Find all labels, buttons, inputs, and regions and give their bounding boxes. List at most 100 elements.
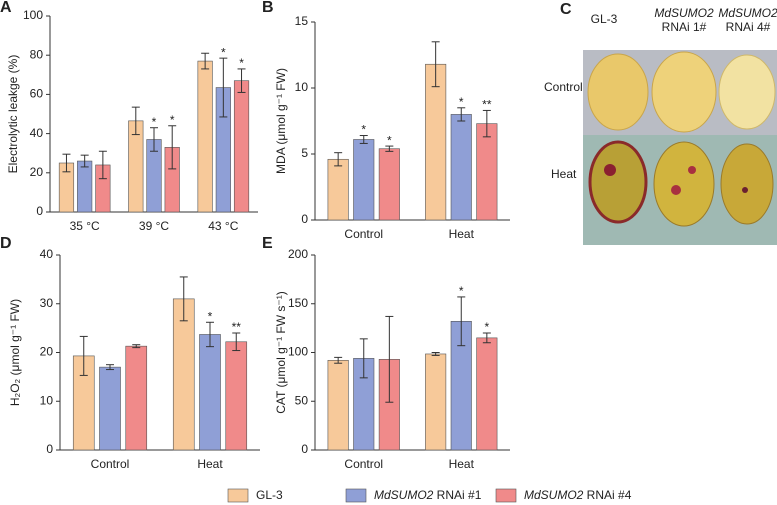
- bar: [425, 353, 447, 451]
- x-tick-label: Control: [344, 457, 383, 471]
- lesion: [742, 187, 748, 193]
- column-label: RNAi 1#: [662, 20, 707, 34]
- error-bar: [457, 296, 466, 347]
- x-tick-label: Control: [344, 227, 383, 241]
- bar: [425, 63, 447, 221]
- lesion: [604, 164, 616, 176]
- panel-label: E: [262, 235, 273, 252]
- error-bar: [232, 332, 241, 352]
- panel-label: D: [0, 235, 12, 252]
- significance: **: [232, 320, 242, 334]
- error-bar: [482, 332, 491, 344]
- y-tick-label: 150: [288, 296, 308, 310]
- legend-swatch: [495, 488, 517, 503]
- leaf: [718, 54, 776, 130]
- bar: [125, 345, 148, 451]
- legend-swatch: [345, 488, 367, 503]
- bar: [197, 60, 213, 213]
- error-bar: [131, 106, 140, 136]
- y-tick-label: 60: [30, 87, 44, 101]
- error-bar: [132, 344, 141, 349]
- significance: *: [459, 284, 464, 298]
- error-bar: [431, 352, 440, 356]
- row-label: Heat: [551, 167, 577, 181]
- y-axis-label: Electrolytic leakge (%): [6, 55, 20, 174]
- error-bar: [431, 41, 440, 88]
- y-tick-label: 40: [30, 126, 44, 140]
- y-tick-label: 40: [40, 247, 54, 261]
- legend-label: GL-3: [256, 488, 283, 502]
- error-bar: [237, 68, 246, 93]
- significance: *: [387, 133, 392, 147]
- bar: [77, 160, 93, 213]
- error-bar: [168, 125, 177, 170]
- y-axis-label: MDA (μmol g⁻¹ FW): [274, 68, 288, 174]
- y-tick-label: 0: [301, 212, 308, 226]
- x-tick-label: Heat: [197, 457, 223, 471]
- legend-label: MdSUMO2 RNAi #4: [524, 488, 632, 502]
- x-tick-label: Control: [91, 457, 130, 471]
- significance: *: [239, 56, 244, 70]
- y-tick-label: 50: [295, 393, 309, 407]
- y-tick-label: 0: [36, 204, 43, 218]
- y-tick-label: 0: [301, 442, 308, 456]
- leaf: [653, 141, 715, 227]
- x-tick-label: Heat: [449, 227, 475, 241]
- photo-panel: C GL-3 MdSUMO2 RNAi 1# MdSUMO2 RNAi 4# C…: [544, 1, 777, 245]
- y-tick-label: 30: [40, 296, 54, 310]
- error-bar: [179, 276, 188, 322]
- error-bar: [106, 364, 114, 371]
- significance: *: [152, 115, 157, 129]
- y-tick-label: 10: [40, 393, 54, 407]
- leaf: [587, 53, 649, 131]
- error-bar: [62, 153, 71, 173]
- error-bar: [482, 109, 491, 138]
- error-bar: [80, 154, 89, 168]
- y-tick-label: 200: [288, 247, 308, 261]
- y-tick-label: 80: [30, 47, 44, 61]
- lesion: [671, 185, 681, 195]
- x-tick-label: 43 °C: [208, 219, 238, 233]
- y-tick-label: 20: [40, 345, 54, 359]
- y-tick-label: 0: [46, 442, 53, 456]
- bar: [353, 139, 375, 221]
- significance: *: [485, 320, 490, 334]
- y-tick-label: 10: [295, 80, 309, 94]
- y-tick-label: 20: [30, 165, 44, 179]
- significance: **: [482, 98, 492, 112]
- x-tick-label: 39 °C: [139, 219, 169, 233]
- significance: *: [361, 123, 366, 137]
- error-bar: [79, 335, 88, 376]
- error-bar: [385, 145, 394, 152]
- bar: [199, 334, 221, 451]
- error-bar: [385, 315, 394, 403]
- y-tick-label: 100: [23, 8, 43, 22]
- error-bar: [334, 356, 343, 364]
- bar: [476, 123, 498, 221]
- panel-label: B: [262, 0, 274, 16]
- y-tick-label: 100: [288, 345, 308, 359]
- y-axis-label: CAT (μmol g⁻¹ FW s⁻¹): [274, 291, 288, 413]
- column-label: MdSUMO2: [718, 6, 777, 20]
- bar: [233, 80, 250, 213]
- bar: [327, 359, 349, 451]
- column-label: RNAi 4#: [726, 20, 771, 34]
- bar: [172, 298, 195, 451]
- legend-label: MdSUMO2 RNAi #1: [374, 488, 482, 502]
- error-bar: [98, 150, 107, 180]
- error-bar: [359, 135, 368, 144]
- column-label: MdSUMO2: [654, 6, 714, 20]
- x-tick-label: 35 °C: [70, 219, 100, 233]
- bar: [378, 148, 400, 221]
- error-bar: [201, 52, 210, 70]
- panel-label: C: [560, 1, 572, 18]
- error-bar: [150, 127, 158, 152]
- leaf: [588, 140, 648, 224]
- y-axis-label: H₂O₂ (μmol g⁻¹ FW): [8, 299, 22, 406]
- significance: *: [459, 95, 464, 109]
- bar: [476, 337, 498, 451]
- bar: [225, 341, 248, 451]
- error-bar: [219, 57, 228, 118]
- leaf: [651, 51, 717, 133]
- lesion: [688, 166, 696, 174]
